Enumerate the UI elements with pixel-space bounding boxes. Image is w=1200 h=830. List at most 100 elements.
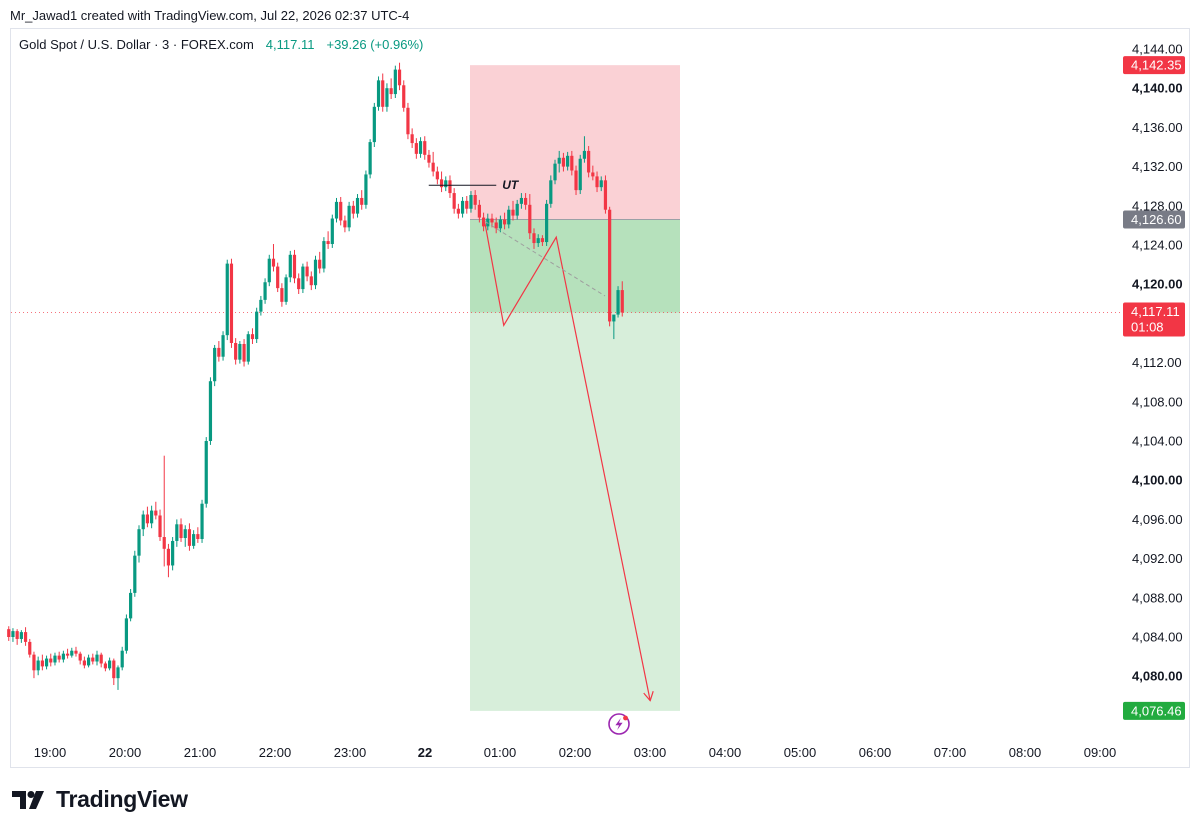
candle — [280, 283, 284, 307]
y-tick-label: 4,096.00 — [1132, 512, 1183, 527]
candle — [347, 201, 351, 232]
projection-path[interactable] — [484, 223, 650, 699]
candle — [213, 344, 217, 387]
candle — [427, 149, 431, 168]
tradingview-logo[interactable]: TradingView — [12, 786, 188, 813]
x-tick-label: 08:00 — [1009, 745, 1042, 760]
x-tick-label: 22 — [418, 745, 432, 760]
candle — [393, 65, 397, 98]
lightning-icon[interactable] — [608, 713, 630, 735]
candle — [183, 525, 187, 547]
price-tag-value: 4,076.46 — [1131, 703, 1182, 718]
y-tick-label: 4,088.00 — [1132, 590, 1183, 605]
candle — [150, 505, 154, 529]
price-tag[interactable]: 4,076.46 — [1123, 701, 1185, 720]
candle — [444, 176, 448, 192]
x-tick-label: 19:00 — [34, 745, 67, 760]
x-tick-label: 20:00 — [109, 745, 142, 760]
x-tick-label: 04:00 — [709, 745, 742, 760]
candle — [376, 76, 381, 111]
candle — [381, 73, 385, 112]
candle — [608, 206, 612, 327]
y-tick-label: 4,132.00 — [1132, 159, 1183, 174]
stop-loss-zone[interactable] — [470, 65, 680, 220]
candle — [620, 281, 624, 317]
candle — [490, 213, 494, 228]
candle — [23, 627, 28, 646]
x-tick-label: 07:00 — [934, 745, 967, 760]
candle — [557, 150, 561, 173]
x-tick-label: 02:00 — [559, 745, 592, 760]
candle — [267, 254, 271, 287]
candle — [507, 205, 511, 229]
candle — [355, 194, 360, 218]
candle — [242, 339, 246, 367]
candle — [187, 523, 192, 551]
candle — [200, 499, 204, 543]
candle — [208, 377, 213, 445]
candle — [524, 193, 528, 210]
candle — [545, 199, 549, 246]
legend-symbol: Gold Spot / U.S. Dollar · 3 · FOREX.com — [19, 37, 254, 52]
candle — [549, 175, 553, 208]
candle — [246, 331, 250, 365]
candle — [82, 656, 86, 669]
candle — [406, 102, 410, 140]
tradingview-wordmark: TradingView — [56, 786, 188, 812]
candle — [158, 509, 162, 541]
candle — [385, 83, 389, 112]
x-tick-label: 03:00 — [634, 745, 667, 760]
candle — [112, 658, 116, 686]
candle — [502, 212, 507, 230]
y-tick-label: 4,112.00 — [1132, 355, 1182, 370]
ut-label: UT — [502, 178, 520, 192]
candle — [49, 653, 53, 667]
candle — [599, 176, 603, 192]
candle — [431, 151, 435, 177]
candle — [452, 188, 456, 214]
candle — [238, 341, 242, 364]
candle — [133, 550, 137, 597]
candle — [129, 588, 133, 622]
price-tag-value: 4,126.60 — [1131, 212, 1182, 227]
price-tag-countdown: 01:08 — [1131, 320, 1164, 335]
price-tag-value: 4,142.35 — [1131, 58, 1182, 73]
candle — [402, 80, 406, 112]
candle — [250, 328, 255, 344]
candle — [53, 652, 57, 666]
candle — [229, 258, 234, 348]
candle — [179, 518, 183, 542]
candle — [292, 249, 297, 284]
price-tag[interactable]: 4,142.35 — [1123, 56, 1185, 75]
candle — [204, 437, 208, 508]
candle — [120, 646, 124, 671]
candle — [465, 196, 469, 214]
candle — [343, 215, 347, 233]
candle — [578, 154, 582, 195]
candle — [494, 217, 498, 234]
y-tick-label: 4,084.00 — [1132, 630, 1183, 645]
candle — [86, 654, 91, 668]
candle — [162, 455, 166, 567]
candle — [234, 338, 238, 365]
y-tick-label: 4,120.00 — [1132, 277, 1183, 292]
candle — [368, 139, 372, 179]
x-tick-label: 21:00 — [184, 745, 217, 760]
x-tick-label: 22:00 — [259, 745, 292, 760]
candle — [519, 193, 524, 209]
candle — [587, 146, 591, 178]
candle — [40, 654, 44, 671]
candle — [540, 235, 545, 246]
y-tick-label: 4,144.00 — [1132, 42, 1183, 57]
price-tag[interactable]: 4,126.60 — [1123, 210, 1185, 229]
candle — [410, 128, 414, 148]
x-tick-label: 01:00 — [484, 745, 517, 760]
candle — [32, 651, 36, 679]
candle — [171, 537, 175, 571]
candle — [28, 638, 32, 658]
candle — [301, 263, 305, 294]
candle — [582, 136, 587, 163]
candle — [570, 150, 574, 176]
